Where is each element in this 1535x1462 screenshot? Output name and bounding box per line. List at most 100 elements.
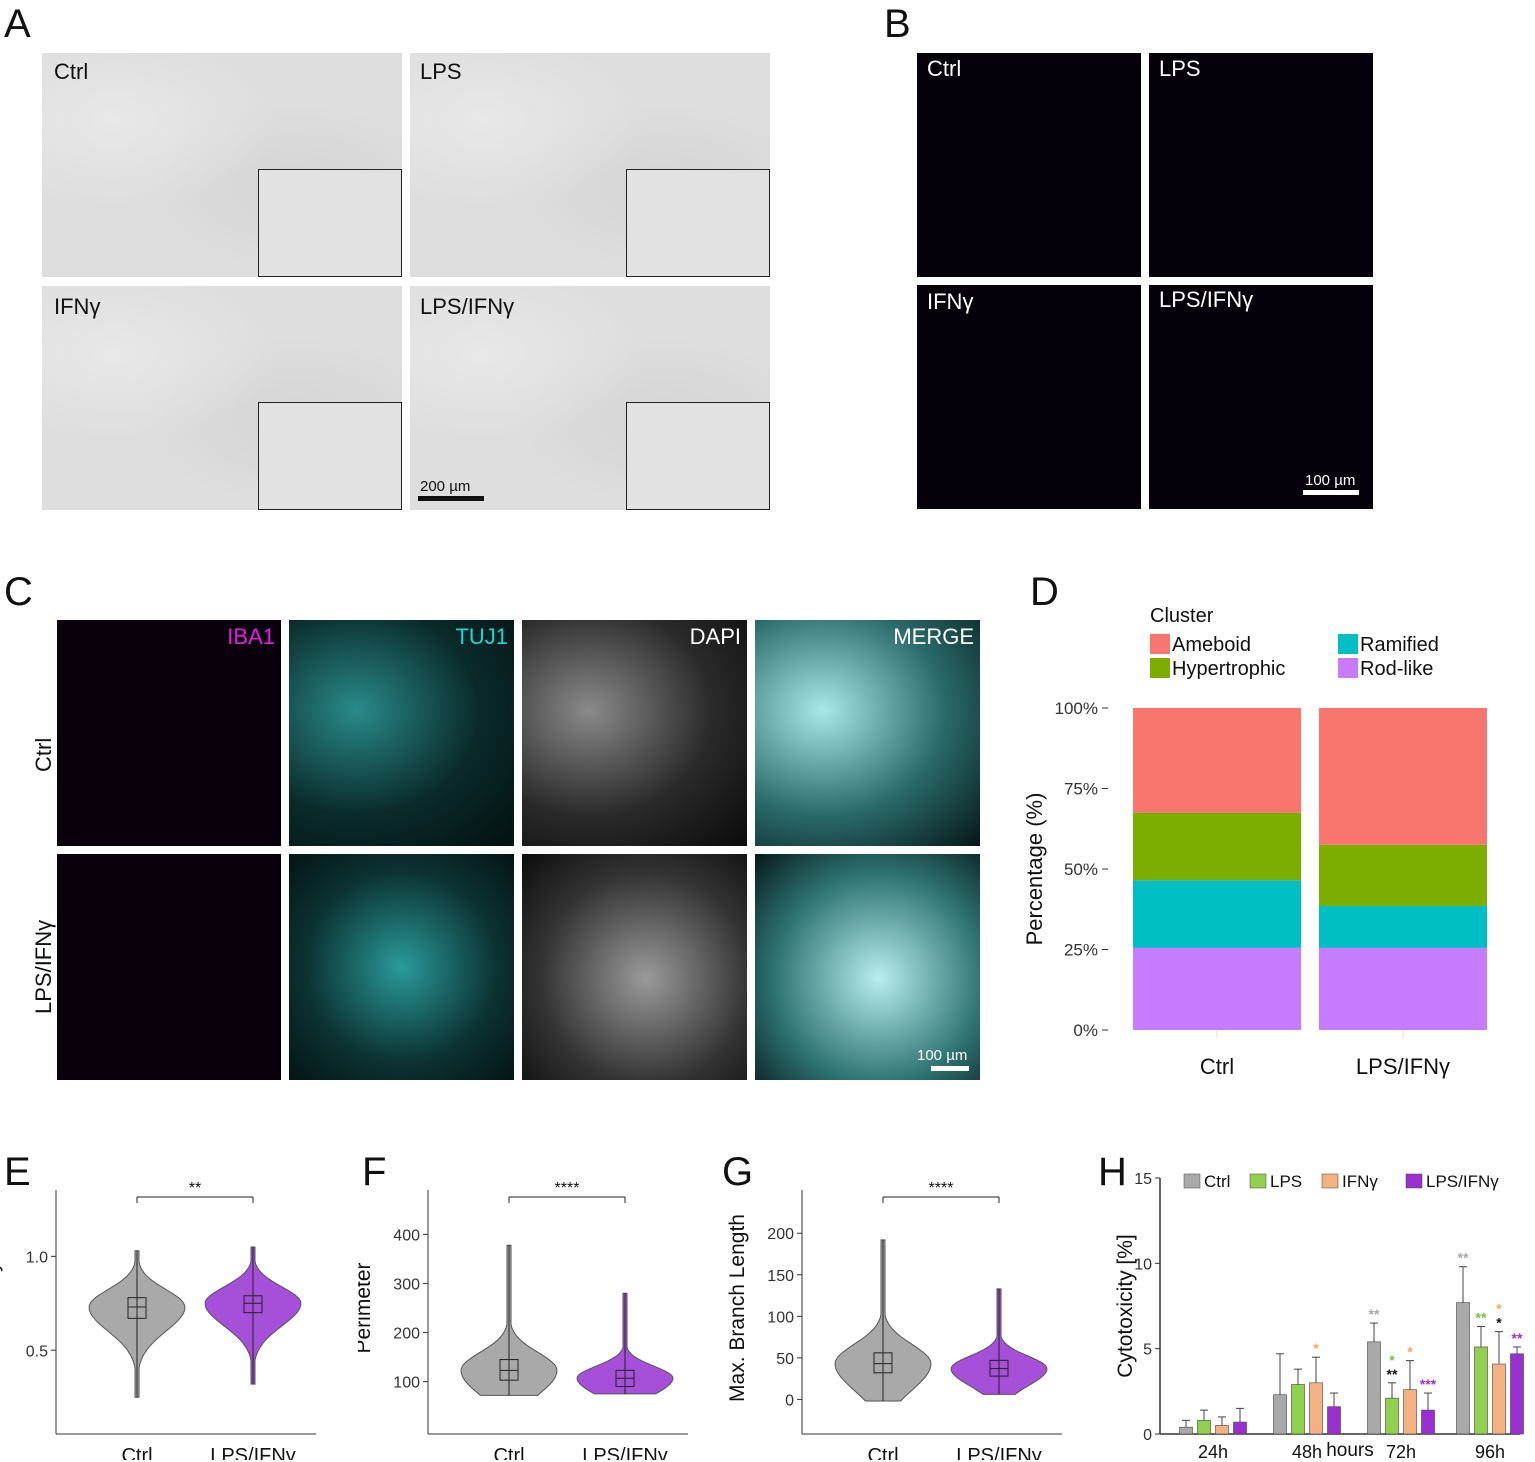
panel-letter-c: C <box>4 570 33 614</box>
violin-plot-e: 0.5 1.0 Circularity Ctrl LPS/IFNγ ** <box>0 1180 316 1460</box>
x-tick-label: 96h <box>1475 1442 1505 1460</box>
legend-title: Cluster <box>1150 605 1214 627</box>
legend-label: Rod-like <box>1360 658 1433 680</box>
legend-swatch <box>1321 1173 1339 1189</box>
significance-label: ** <box>1512 1330 1523 1346</box>
legend-swatch <box>1338 658 1358 678</box>
iba1-image-lps-ifng <box>57 854 281 1080</box>
y-tick-label: 5 <box>1143 1342 1152 1359</box>
y-tick-label: 50 <box>776 1351 794 1368</box>
channel-label-iba1: IBA1 <box>227 624 275 649</box>
bar <box>1215 1425 1229 1435</box>
panel-letter-f: F <box>362 1150 387 1194</box>
legend-label: Ctrl <box>1204 1172 1230 1191</box>
bar <box>1233 1421 1247 1435</box>
zoom-inset <box>258 169 402 277</box>
zoom-inset <box>626 169 770 277</box>
merge-image-ctrl: MERGE <box>755 620 980 846</box>
y-tick-label: 100% <box>1055 699 1098 718</box>
bar-segment <box>1133 947 1301 1030</box>
y-tick-label: 15 <box>1134 1171 1152 1188</box>
bar <box>1179 1426 1193 1435</box>
fluorescence-image-ifng: IFNγ <box>917 285 1141 509</box>
y-axis-label: Circularity <box>0 1261 3 1355</box>
zoom-inset <box>258 402 402 510</box>
channel-label-dapi: DAPI <box>689 624 741 649</box>
image-label: IFNγ <box>927 289 974 314</box>
bar <box>1492 1363 1506 1435</box>
bar <box>1273 1394 1287 1435</box>
legend-swatch <box>1249 1173 1267 1189</box>
x-tick-label: Ctrl <box>1200 1054 1234 1079</box>
fluorescence-image-lps-ifng: LPS/IFNγ 100 µm <box>1149 285 1373 509</box>
panel-letter-e: E <box>4 1150 31 1194</box>
scale-bar-label: 200 µm <box>420 478 471 495</box>
legend-swatch <box>1150 634 1170 654</box>
bar <box>1456 1302 1470 1435</box>
brightfield-image-lps-ifng: LPS/IFNγ 200 µm <box>410 286 770 510</box>
significance-label: *** <box>1420 1376 1437 1392</box>
x-tick-label: Ctrl <box>867 1445 898 1460</box>
bar-segment <box>1319 844 1487 907</box>
bar-segment <box>1319 947 1487 1030</box>
image-label: LPS/IFNγ <box>1159 287 1254 312</box>
merge-image-lps-ifng: 100 µm <box>755 854 980 1080</box>
significance-label: * <box>1313 1340 1319 1356</box>
bar <box>1421 1409 1435 1435</box>
x-tick-label: Ctrl <box>121 1445 152 1460</box>
y-tick-label: 200 <box>393 1326 420 1343</box>
row-label-ctrl: Ctrl <box>31 737 56 772</box>
y-tick-label: 50% <box>1064 860 1098 879</box>
x-tick-label: 72h <box>1386 1442 1416 1460</box>
y-axis-label: Max. Branch Length <box>726 1214 749 1402</box>
channel-label-merge: MERGE <box>893 624 974 649</box>
y-tick-label: 150 <box>767 1268 794 1285</box>
x-axis-label: hours <box>1326 1440 1374 1460</box>
brightfield-image-ctrl: Ctrl <box>42 53 402 277</box>
y-axis-label: Percentage (%) <box>1022 793 1047 946</box>
x-tick-label: LPS/IFNγ <box>210 1445 296 1460</box>
significance-label: * <box>1496 1315 1502 1331</box>
grouped-bar-chart-h: 0 5 10 15 Cytotoxicity [%] hours Ctrl LPS IFNγ LP… <box>1114 1171 1524 1460</box>
image-label: LPS <box>1159 56 1201 81</box>
significance-label: **** <box>929 1180 954 1197</box>
bar-segment <box>1133 812 1301 881</box>
significance-label: ** <box>1369 1306 1380 1322</box>
scale-bar-label: 100 µm <box>917 1047 968 1064</box>
dapi-image-ctrl: DAPI <box>522 620 747 846</box>
iqr-box <box>127 1297 147 1319</box>
image-label: Ctrl <box>54 59 89 84</box>
significance-label: * <box>1407 1344 1413 1360</box>
y-tick-label: 0 <box>785 1392 794 1409</box>
panel-letter-h: H <box>1098 1150 1127 1194</box>
scale-bar-label: 100 µm <box>1305 472 1356 489</box>
x-tick-label: 48h <box>1292 1442 1322 1460</box>
legend-label: LPS <box>1270 1172 1302 1191</box>
significance-label: ** <box>1458 1250 1469 1266</box>
iba1-image-ctrl: IBA1 <box>57 620 281 846</box>
panel-letter-a: A <box>4 2 31 46</box>
legend-label: Ramified <box>1360 634 1439 656</box>
x-tick-label: 24h <box>1198 1442 1228 1460</box>
significance-label: * <box>1496 1301 1502 1317</box>
brightfield-image-ifng: IFNγ <box>42 286 402 510</box>
scale-bar <box>1303 490 1359 495</box>
image-label: LPS <box>420 59 462 84</box>
y-tick-label: 1.0 <box>26 1249 48 1266</box>
legend-label: Ameboid <box>1172 634 1251 656</box>
y-axis-label: Perimeter <box>358 1262 375 1353</box>
legend-swatch <box>1150 658 1170 678</box>
y-tick-label: 300 <box>393 1276 420 1293</box>
dapi-image-lps-ifng <box>522 854 747 1080</box>
significance-label: * <box>1389 1352 1395 1368</box>
x-tick-label: LPS/IFNγ <box>1356 1054 1450 1079</box>
legend-swatch <box>1338 634 1358 654</box>
y-tick-label: 400 <box>393 1227 420 1244</box>
significance-label: ** <box>1387 1366 1398 1382</box>
scale-bar <box>418 496 484 501</box>
bar <box>1474 1346 1488 1435</box>
fluorescence-image-ctrl: Ctrl <box>917 53 1141 277</box>
bar <box>1291 1384 1305 1435</box>
channel-label-tuj1: TUJ1 <box>455 624 508 649</box>
